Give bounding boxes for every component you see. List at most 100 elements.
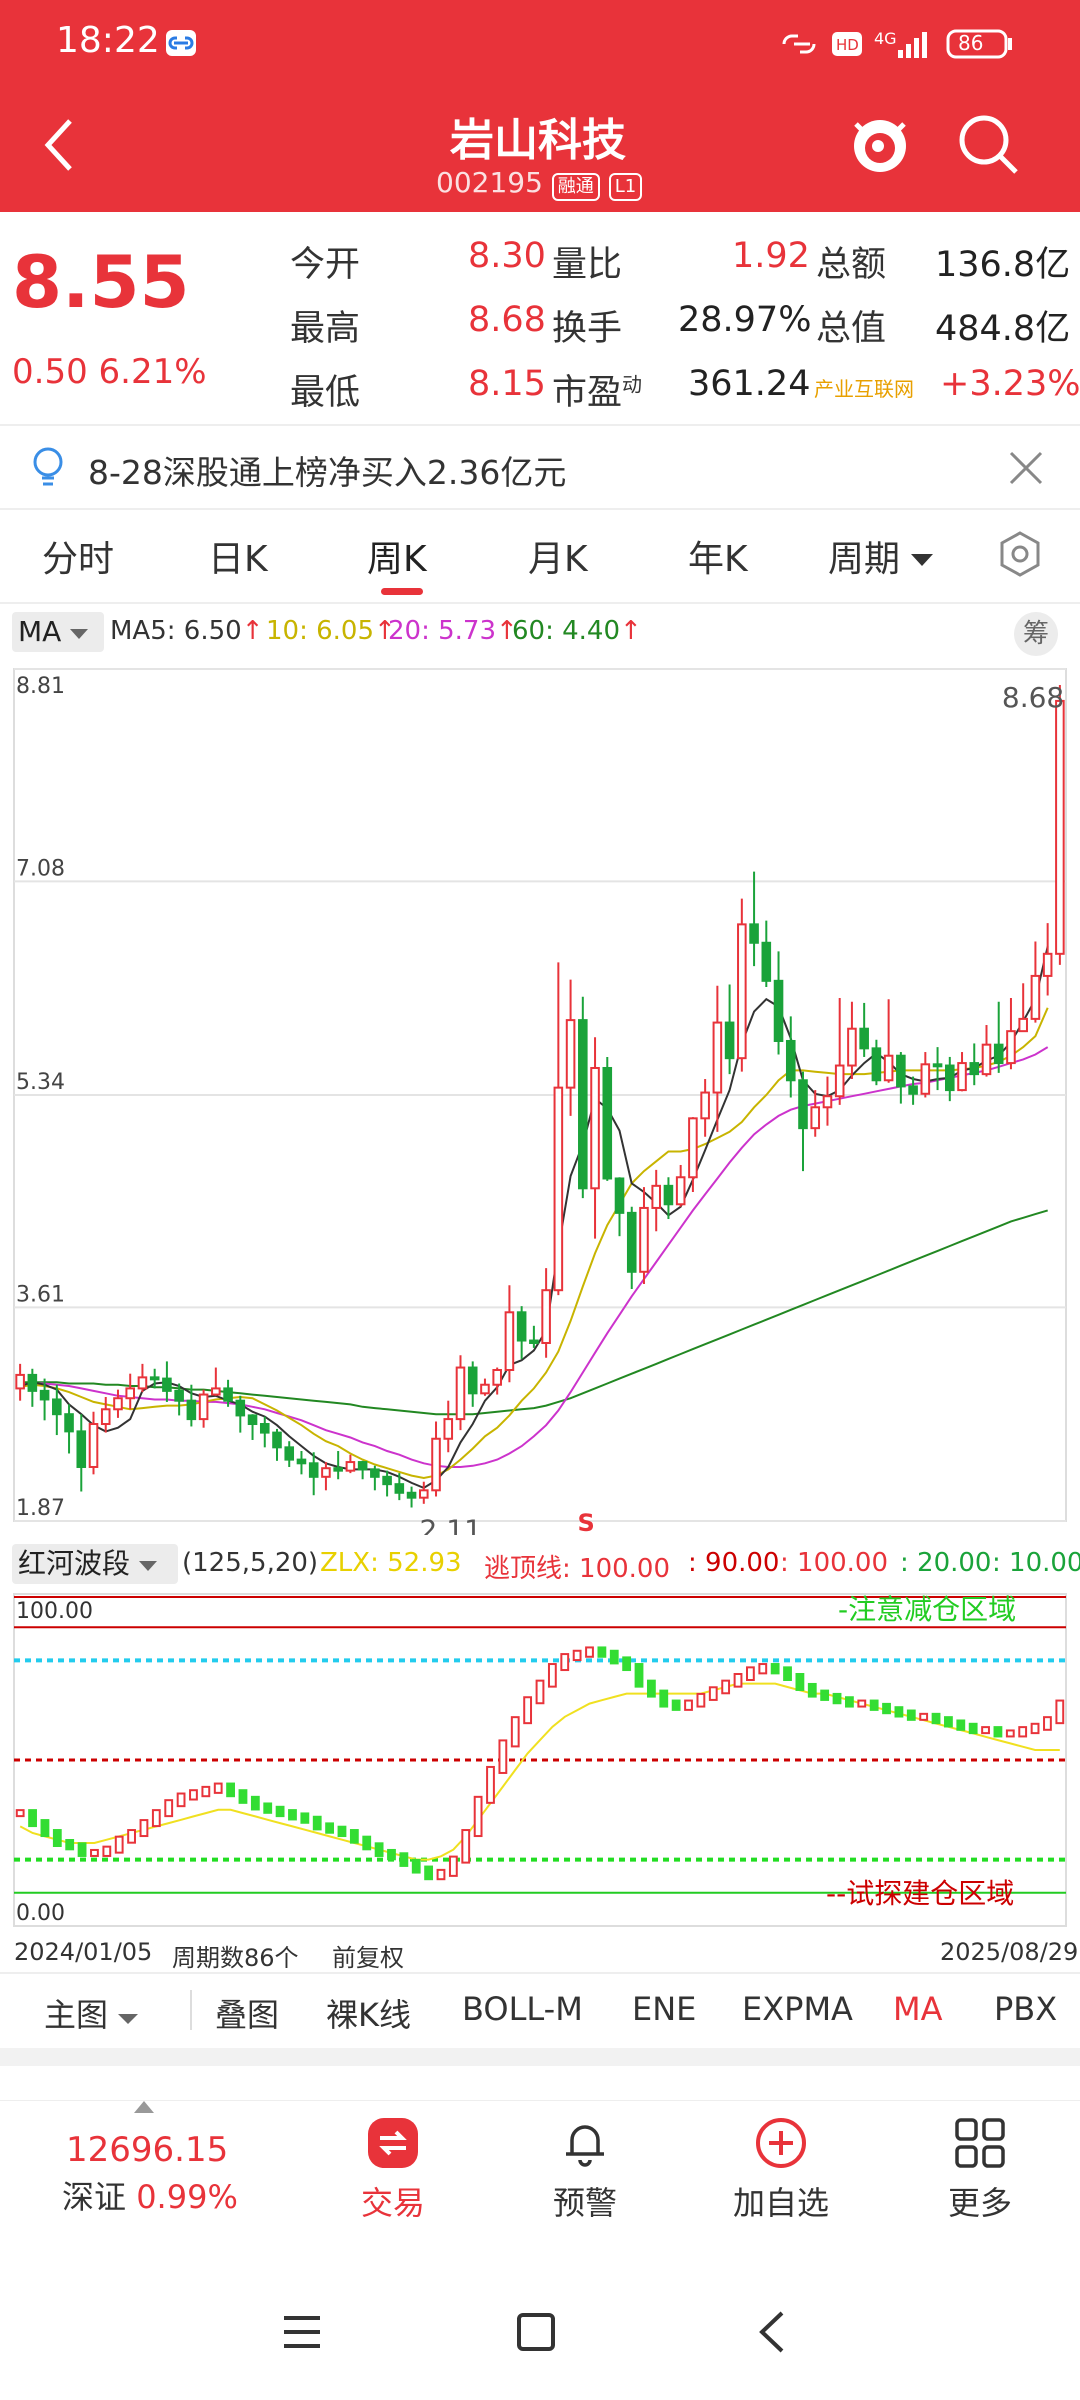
stock-code: 002195 <box>436 166 543 199</box>
candle <box>52 1384 62 1436</box>
nav-alert-label: 预警 <box>552 2184 617 2222</box>
tab-daily[interactable]: 日K <box>208 539 268 580</box>
y-tick-label: 3.61 <box>16 1282 65 1307</box>
chart-tab-bare[interactable]: 裸K线 <box>326 1996 411 2034</box>
adjust-mode[interactable]: 前复权 <box>332 1944 404 1972</box>
band-bar <box>795 1673 805 1691</box>
candle <box>431 1421 441 1497</box>
candle <box>541 1268 551 1358</box>
ma-selector[interactable]: MA <box>12 612 104 652</box>
band-bar <box>275 1805 285 1818</box>
band-bar <box>448 1855 458 1877</box>
candle-body <box>223 1387 233 1402</box>
candle <box>590 1037 600 1239</box>
chart-tab-expma[interactable]: EXPMA <box>742 1990 853 2028</box>
candle-body <box>27 1373 38 1392</box>
chart-tab-boll[interactable]: BOLL-M <box>462 1990 583 2028</box>
band-bar <box>845 1696 854 1708</box>
section-divider <box>0 424 1080 426</box>
zone-top-label: -注意减仓区域 <box>838 1593 1016 1626</box>
tab-monthly[interactable]: 月K <box>528 539 588 580</box>
band-bar <box>708 1686 718 1701</box>
candle-body <box>810 1106 821 1130</box>
candle <box>944 1056 955 1102</box>
vol-ratio-label: 量比 <box>552 245 623 285</box>
index-info[interactable]: 深证 0.99% <box>62 2172 238 2218</box>
candle-body <box>626 1211 637 1273</box>
band-bar <box>671 1699 681 1711</box>
candle-body <box>15 1373 25 1390</box>
candle-body <box>162 1377 172 1392</box>
sector-name[interactable]: 产业互联网 <box>814 377 914 401</box>
candle-body <box>541 1289 551 1344</box>
candle <box>235 1395 246 1433</box>
candle-body <box>590 1066 600 1190</box>
band-bar <box>498 1739 508 1774</box>
candle <box>798 1071 808 1172</box>
footer-divider <box>0 1972 1080 1974</box>
band-bar <box>894 1706 904 1718</box>
candle <box>39 1378 50 1421</box>
band-bar <box>597 1646 607 1658</box>
candle-body <box>614 1177 625 1214</box>
tab-intraday[interactable]: 分时 <box>42 539 115 580</box>
candle-body <box>651 1184 662 1209</box>
ma20-text: 20: 5.73 <box>388 616 496 646</box>
candle-body <box>247 1414 258 1426</box>
notice-bar[interactable]: 8-28深股通上榜净买入2.36亿元 <box>0 428 1080 508</box>
candle <box>27 1368 38 1407</box>
index-value[interactable]: 12696.15 <box>66 2130 229 2170</box>
pe-label: 市盈动 <box>552 364 642 415</box>
nav-more[interactable]: 更多 <box>925 2116 1035 2224</box>
back-icon[interactable] <box>40 115 76 179</box>
nav-alert[interactable]: 预警 <box>530 2116 640 2224</box>
chart-tab-ene[interactable]: ENE <box>632 1990 697 2028</box>
band-bar <box>1055 1699 1065 1725</box>
candle-body <box>321 1467 331 1478</box>
tab-weekly[interactable]: 周K <box>367 539 427 580</box>
settings-hex-icon[interactable] <box>996 530 1044 582</box>
candle-body <box>492 1368 502 1386</box>
close-icon[interactable] <box>1008 450 1044 490</box>
chip-button[interactable]: 筹 <box>1014 612 1058 656</box>
candle-body <box>773 979 784 1042</box>
band-indicator-chart[interactable]: 100.00 0.00 -注意减仓区域 --试探建仓区域 <box>0 1590 1080 1930</box>
chart-tab-overlay[interactable]: 叠图 <box>215 1996 280 2034</box>
tab-period[interactable]: 周期 <box>828 530 934 582</box>
nav-trade[interactable]: 交易 <box>338 2116 448 2224</box>
trade-icon <box>368 2118 418 2168</box>
ma60-text: 60: 4.40 <box>512 616 620 646</box>
mktcap-label: 总值 <box>816 309 887 349</box>
band-bar <box>486 1765 495 1804</box>
chart-tab-pbx[interactable]: PBX <box>994 1990 1058 2028</box>
tab-yearly[interactable]: 年K <box>688 539 748 580</box>
chart-tab-ma[interactable]: MA <box>893 1990 943 2028</box>
candle-body <box>382 1475 392 1486</box>
kline-chart[interactable]: 8.81 7.08 5.34 3.61 1.87 8.68 2.11 S <box>0 655 1080 1535</box>
ma10-legend: 10: 6.05↑ <box>266 616 396 646</box>
band-bar <box>646 1679 656 1698</box>
menu-icon[interactable] <box>282 2314 322 2354</box>
candle-body <box>100 1408 111 1426</box>
candle-body <box>198 1393 209 1421</box>
candle-body <box>467 1366 478 1395</box>
home-icon[interactable] <box>516 2312 556 2356</box>
band-bar <box>609 1649 619 1665</box>
mascot-icon[interactable] <box>848 110 912 184</box>
sector-pct[interactable]: +3.23% <box>940 364 1080 404</box>
band-bar <box>944 1716 953 1728</box>
back-nav-icon[interactable] <box>756 2310 786 2358</box>
indicator-selector[interactable]: 红河波段 <box>12 1544 178 1584</box>
band-bar <box>981 1726 990 1735</box>
search-icon[interactable] <box>956 112 1022 182</box>
svg-text:HD: HD <box>836 36 859 54</box>
candle <box>186 1384 197 1427</box>
band-bar <box>721 1679 731 1695</box>
nav-add-watchlist[interactable]: 加自选 <box>716 2116 846 2224</box>
band-bar <box>770 1663 780 1675</box>
chart-tab-main[interactable]: 主图 <box>44 1990 139 2036</box>
last-price: 8.55 <box>12 240 190 324</box>
band-bar <box>127 1829 136 1844</box>
pe-value: 361.24 <box>688 364 811 404</box>
band-bar <box>151 1809 161 1828</box>
